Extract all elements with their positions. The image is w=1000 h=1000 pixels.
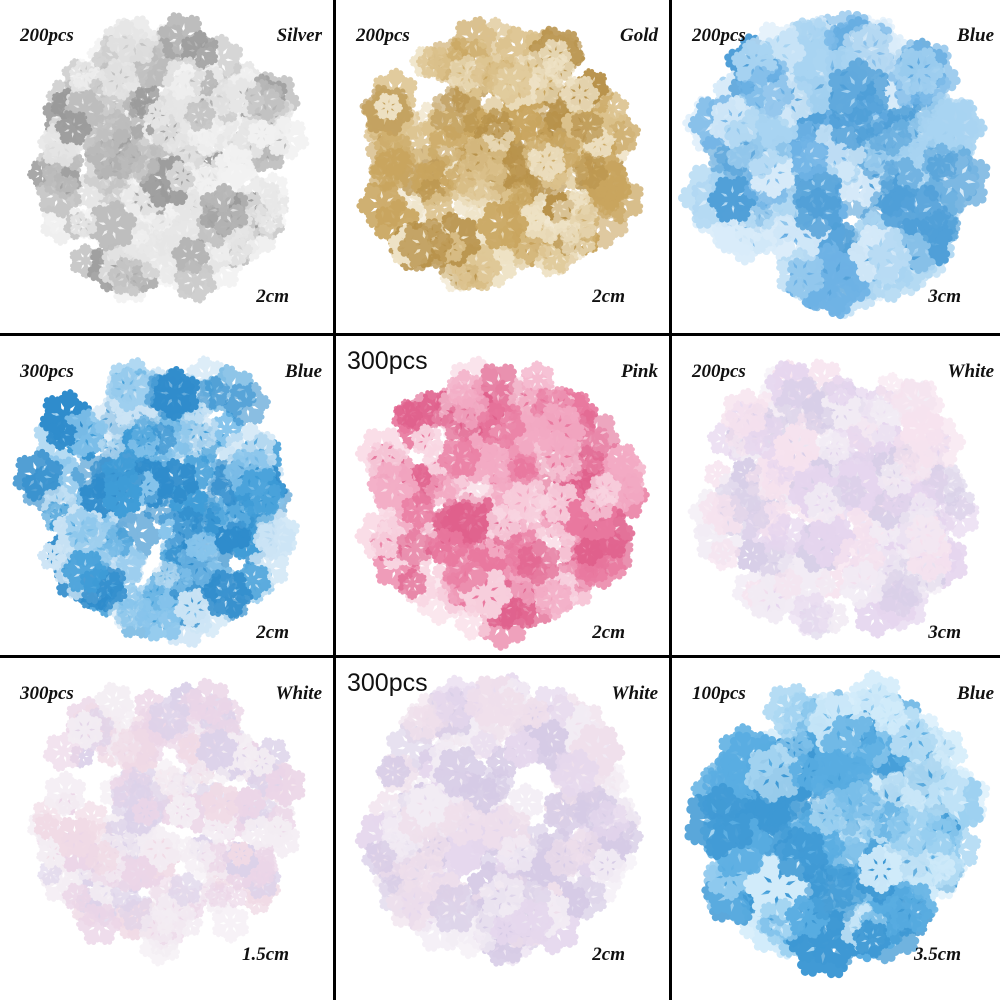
snowflake bbox=[172, 507, 204, 538]
size-label: 2cm bbox=[255, 286, 289, 307]
quantity-label: 200pcs bbox=[19, 25, 74, 46]
quantity-label: 300pcs bbox=[19, 683, 74, 704]
snowflake bbox=[199, 186, 248, 234]
quantity-label: 200pcs bbox=[691, 361, 746, 382]
snowflake bbox=[818, 433, 850, 465]
size-label: 2cm bbox=[591, 286, 625, 307]
size-label: 3cm bbox=[927, 622, 961, 643]
quantity-label: 200pcs bbox=[691, 25, 746, 46]
quantity-label: 100pcs bbox=[692, 683, 746, 704]
size-label: 2cm bbox=[591, 944, 625, 965]
snowflake bbox=[398, 570, 427, 599]
size-label: 3.5cm bbox=[913, 944, 961, 965]
snowflake bbox=[828, 61, 889, 121]
snowflake bbox=[396, 530, 433, 566]
color-label: Blue bbox=[284, 361, 323, 382]
snowflake bbox=[795, 190, 842, 236]
quantity-label: 300pcs bbox=[19, 361, 74, 382]
quantity-label: 300pcs bbox=[347, 347, 428, 375]
size-label: 1.5cm bbox=[242, 944, 289, 965]
color-label: Gold bbox=[620, 25, 659, 46]
size-label: 2cm bbox=[255, 622, 289, 643]
snowflake bbox=[516, 541, 560, 585]
size-label: 3cm bbox=[927, 286, 961, 307]
color-label: Blue bbox=[956, 25, 995, 46]
color-label: Blue bbox=[956, 683, 995, 704]
quantity-label: 200pcs bbox=[355, 25, 410, 46]
color-label: Silver bbox=[277, 25, 323, 46]
snowflake bbox=[450, 843, 481, 873]
snowflake bbox=[477, 19, 512, 54]
color-label: White bbox=[612, 683, 659, 704]
color-label: White bbox=[276, 683, 323, 704]
quantity-label: 300pcs bbox=[347, 669, 428, 697]
color-label: White bbox=[948, 361, 995, 382]
size-label: 2cm bbox=[591, 622, 625, 643]
color-label: Pink bbox=[620, 361, 658, 382]
